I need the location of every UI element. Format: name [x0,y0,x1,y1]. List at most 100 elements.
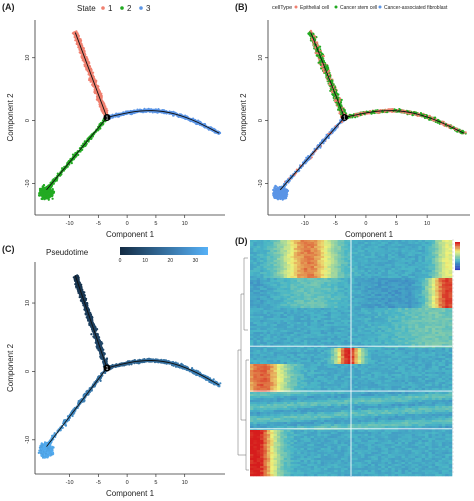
branch-point-label: 1 [343,116,346,122]
data-point [324,64,326,66]
data-point [41,198,43,200]
data-point [328,83,330,85]
x-axis-title: Component 1 [106,230,155,239]
y-tick-label: -10 [25,436,31,444]
y-axis-title: Component 2 [6,93,15,142]
legend-title: cellType [272,5,292,11]
x-axis-title: Component 1 [345,230,394,239]
data-point [278,192,280,194]
y-tick-label: 0 [25,370,31,373]
data-point [48,196,50,198]
legend-swatch [335,6,338,9]
data-point [80,51,82,53]
data-point [39,189,41,191]
x-tick-label: 10 [182,221,188,227]
data-point [284,189,286,191]
data-point [388,108,390,110]
data-point [317,45,319,47]
y-axis-title: Component 2 [6,343,15,392]
data-point [338,112,340,114]
y-tick-label: 0 [25,119,31,122]
data-points [38,30,221,201]
y-tick-label: 10 [25,55,31,61]
y-tick-label: 10 [25,300,31,306]
data-point [437,122,439,124]
data-point [97,85,99,87]
y-tick-label: -10 [258,180,264,188]
data-point [323,71,325,73]
data-point [42,192,44,194]
data-point [165,112,167,114]
data-point [315,52,317,54]
data-point [465,131,467,133]
data-point [282,191,284,193]
legend-label: 3 [146,4,151,13]
data-point [96,97,98,99]
data-point [74,39,76,41]
data-point [275,197,277,199]
data-point [71,162,73,164]
legend-swatch [120,6,124,10]
panel-label: (C) [2,244,15,254]
data-point [341,99,343,101]
x-tick-label: -10 [66,480,74,486]
data-point [51,192,53,194]
data-points [38,274,222,459]
x-tick-label: -10 [66,221,74,227]
trajectory-line [280,118,344,190]
data-point [57,173,59,175]
data-point [177,116,179,118]
panel-label: (B) [235,2,248,12]
data-point [82,59,84,61]
legend-label: Cancer-associated fibroblast [384,5,448,11]
data-point [411,114,413,116]
data-point [428,119,430,121]
legend: cellType Epithelial cell Cancer stem cell C… [272,5,448,11]
legend-swatch [101,6,105,10]
data-point [42,185,44,187]
data-point [94,82,96,84]
data-points [272,30,467,201]
data-point [330,89,332,91]
data-point [130,113,132,115]
data-point [313,35,315,37]
y-tick-label: 0 [258,119,264,122]
data-point [319,61,321,63]
x-tick-label: 10 [182,480,188,486]
data-point [100,106,102,108]
data-point [77,46,79,48]
legend: State 1 2 3 [77,4,151,13]
legend-swatch [295,6,298,9]
branch-point-label: 1 [106,116,109,122]
y-axis-title: Component 2 [239,93,248,142]
data-point [43,198,45,200]
data-point [43,194,45,196]
trajectory-line [47,118,107,190]
data-point [340,101,342,103]
data-point [333,95,335,97]
data-point [310,30,312,32]
data-point [327,71,329,73]
trajectory-line [75,33,107,118]
data-point [275,185,277,187]
x-axis-title: Component 1 [106,489,155,498]
y-tick-label: -10 [25,180,31,188]
data-point [42,196,44,198]
data-point [52,198,54,200]
panel-label: (A) [2,2,15,12]
data-point [277,188,279,190]
data-point [316,41,318,43]
trajectory-line [345,111,464,134]
legend-title: State [77,4,96,13]
data-point [50,190,52,192]
data-point [312,33,314,35]
data-point [154,111,156,113]
data-point [84,54,86,56]
data-point [44,187,46,189]
data-point [103,112,105,114]
data-point [284,197,286,199]
data-point [46,194,48,196]
data-point [278,196,280,198]
